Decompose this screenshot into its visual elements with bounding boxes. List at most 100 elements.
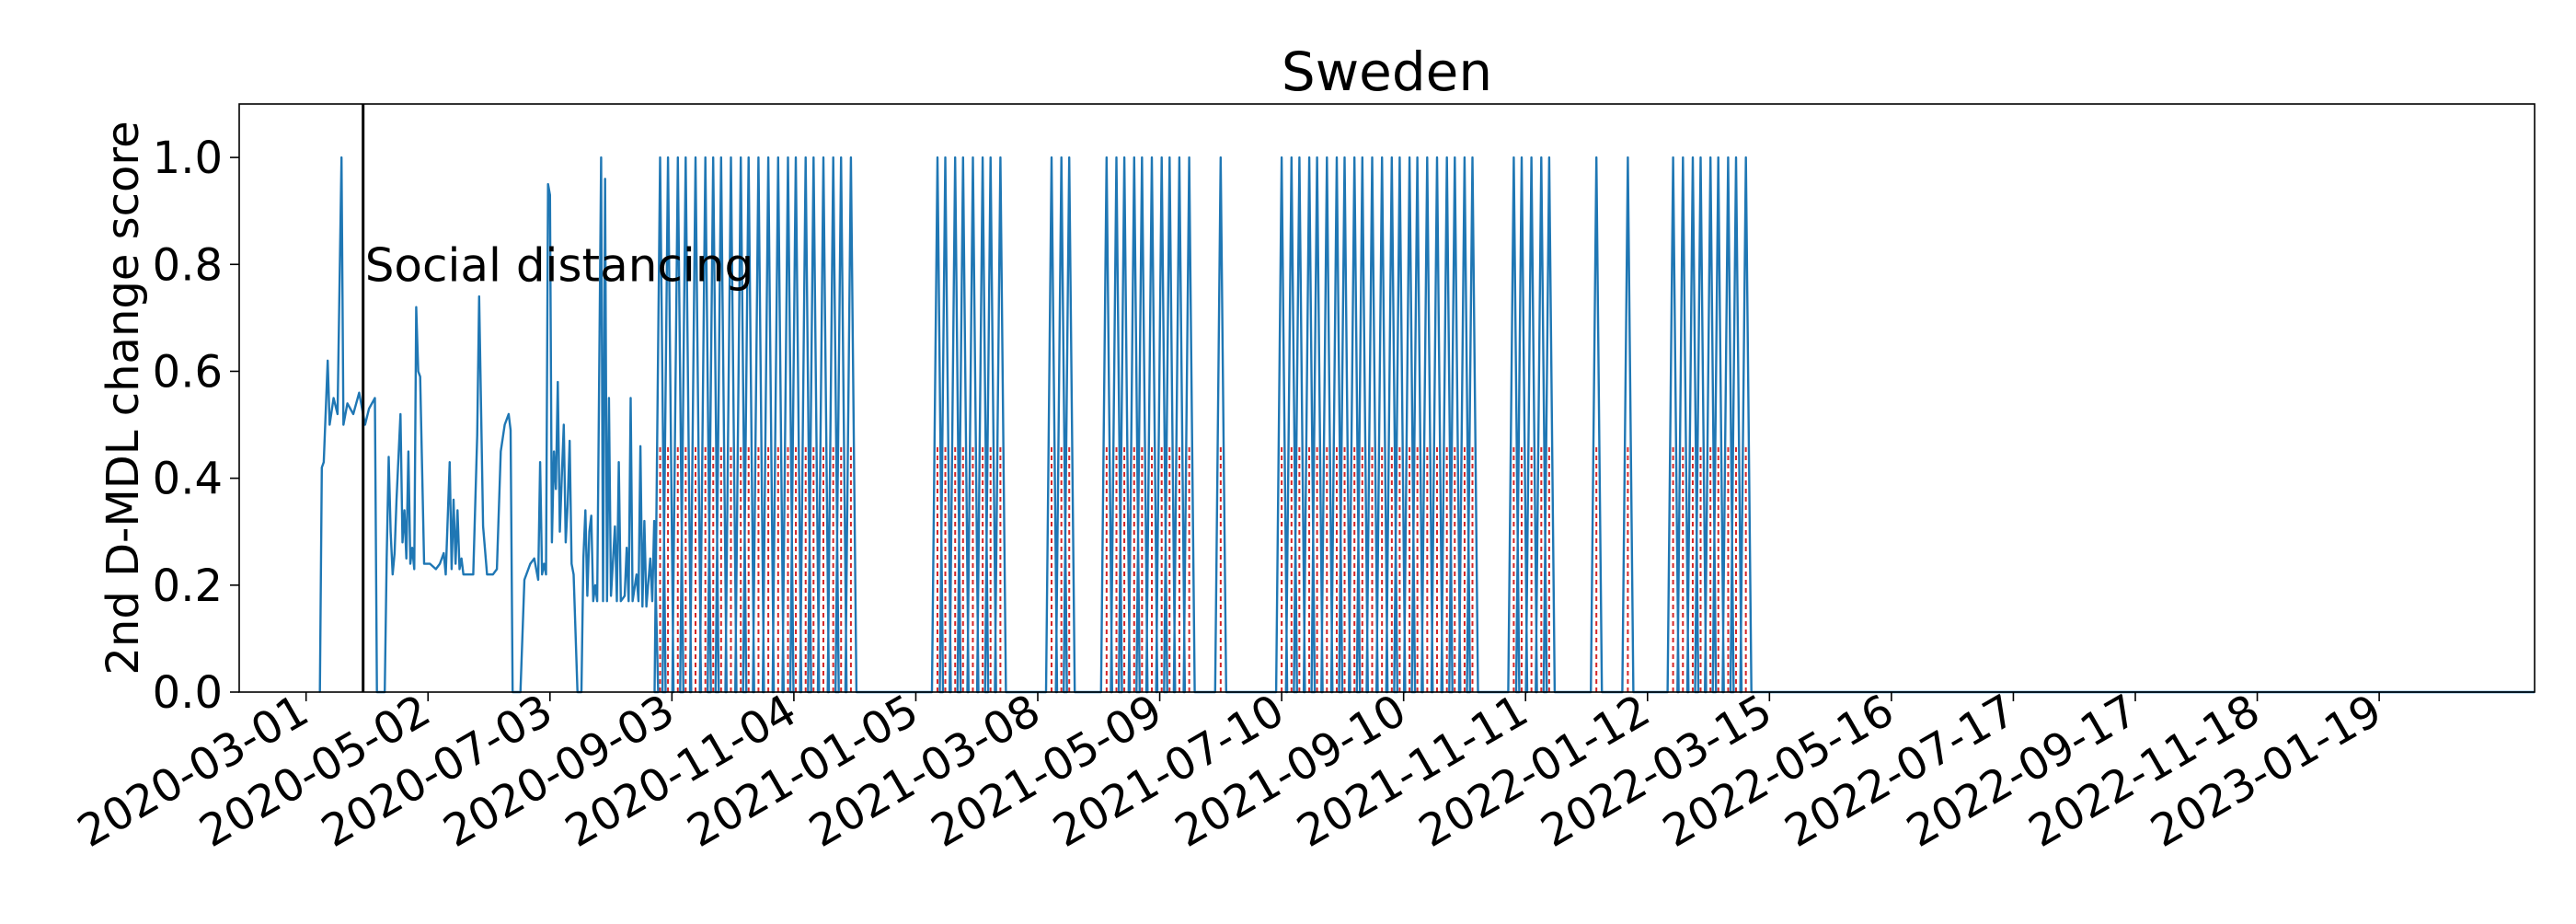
data-point	[555, 488, 558, 491]
data-point	[448, 461, 451, 464]
data-point	[323, 461, 325, 464]
data-point	[405, 557, 408, 560]
spike-point	[767, 156, 769, 158]
spike-point	[1115, 156, 1118, 158]
spike-point	[1682, 156, 1685, 158]
spike-point	[1391, 156, 1393, 158]
spike-point	[1735, 156, 1737, 158]
data-point	[451, 568, 453, 571]
spike-point	[1068, 156, 1071, 158]
data-point	[631, 600, 634, 603]
spike-point	[712, 156, 715, 158]
data-point	[346, 402, 349, 405]
data-point	[508, 413, 510, 415]
spike-point	[1398, 156, 1401, 158]
spike-point	[740, 156, 742, 158]
data-point	[523, 579, 525, 581]
data-point	[337, 413, 339, 415]
data-point	[399, 413, 402, 415]
spike-point	[1051, 156, 1052, 158]
data-point	[638, 600, 639, 603]
data-point	[582, 557, 584, 560]
series-layer	[318, 156, 2535, 694]
data-point	[391, 573, 394, 575]
data-point	[332, 397, 335, 399]
data-point	[590, 514, 592, 517]
data-point	[472, 573, 475, 575]
spike-point	[1336, 156, 1338, 158]
data-point	[560, 477, 563, 479]
spike-point	[1709, 156, 1711, 158]
data-point	[443, 552, 445, 554]
spike-point	[1316, 156, 1318, 158]
spike-point	[1298, 156, 1301, 158]
spike-point	[1426, 156, 1429, 158]
data-point	[645, 606, 648, 607]
spike-point	[1548, 156, 1550, 158]
data-point	[615, 600, 618, 603]
data-point	[600, 156, 603, 158]
data-point	[653, 520, 655, 522]
y-axis-label: 2nd D-MDL change score	[98, 121, 149, 675]
spike-point	[999, 156, 1002, 158]
data-point	[605, 600, 608, 603]
spike-point	[1308, 156, 1310, 158]
data-point	[533, 557, 535, 560]
data-point	[565, 541, 567, 544]
spike-point	[787, 156, 789, 158]
data-point	[553, 450, 555, 453]
data-point	[396, 499, 397, 501]
data-point	[368, 408, 370, 410]
data-point	[548, 193, 551, 196]
spike-point	[982, 156, 983, 158]
data-point	[385, 557, 388, 560]
data-point	[650, 557, 651, 560]
data-point	[476, 434, 478, 436]
data-point	[629, 397, 632, 399]
plot-area-frame	[238, 103, 2536, 693]
data-point	[545, 573, 547, 575]
data-point	[413, 568, 416, 571]
x-axis-ticks: 2020-03-012020-05-022020-07-032020-09-03…	[69, 685, 2390, 858]
spike-point	[840, 156, 843, 158]
data-point	[541, 573, 544, 575]
spike-point	[1381, 156, 1383, 158]
data-point	[539, 461, 541, 464]
series-line	[318, 156, 2535, 694]
spike-point	[1727, 156, 1730, 158]
data-point	[364, 423, 366, 426]
data-point	[610, 595, 612, 597]
spike-point	[1445, 156, 1448, 158]
data-point	[387, 456, 390, 458]
data-point	[641, 606, 644, 607]
spike-point	[804, 156, 807, 158]
spike-point	[1521, 156, 1523, 158]
spike-point	[684, 156, 687, 158]
spike-point	[1717, 156, 1719, 158]
spike-point	[1512, 156, 1515, 158]
spike-point	[1530, 156, 1533, 158]
data-point	[604, 178, 606, 180]
y-tick-label: 0.6	[153, 346, 223, 398]
data-point	[626, 547, 627, 549]
data-point	[643, 520, 646, 522]
data-point	[328, 423, 331, 426]
data-point	[624, 595, 626, 597]
data-point	[655, 606, 658, 607]
data-point	[551, 541, 553, 544]
data-point	[389, 530, 392, 533]
data-point	[500, 450, 502, 453]
data-point	[584, 509, 587, 512]
data-point	[558, 530, 561, 533]
data-point	[419, 375, 421, 378]
spike-point	[1343, 156, 1346, 158]
y-tick-label: 0.8	[153, 239, 223, 291]
spike-point	[1326, 156, 1328, 158]
alarm-markers	[659, 445, 1747, 692]
spike-point	[667, 156, 669, 158]
spike-point	[1540, 156, 1543, 158]
spike-point	[1353, 156, 1356, 158]
data-point	[543, 562, 546, 565]
